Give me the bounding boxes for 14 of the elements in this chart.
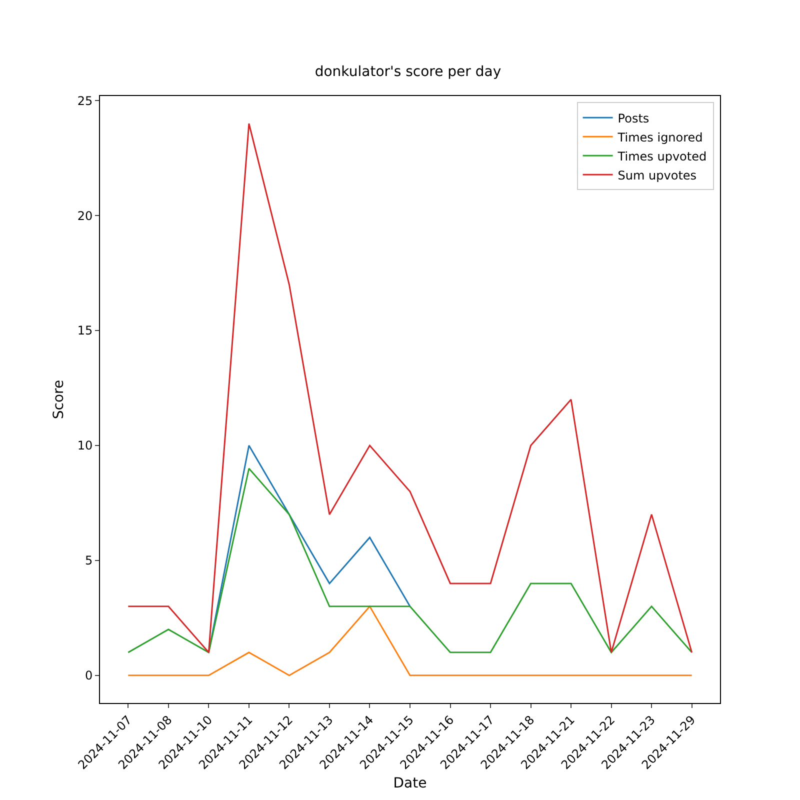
- line-series: [127, 468, 693, 654]
- y-tick-label: 20: [77, 208, 93, 223]
- y-tick-label: 15: [77, 324, 93, 338]
- y-tick-label: 5: [84, 554, 93, 568]
- y-tick-label: 25: [77, 94, 93, 108]
- x-axis-title: Date: [393, 775, 427, 792]
- legend-label: Times ignored: [616, 130, 703, 144]
- legend-label: Sum upvotes: [618, 168, 697, 182]
- y-tick-label: 0: [84, 668, 93, 683]
- y-axis-title: Score: [50, 380, 67, 420]
- chart-title: donkulator's score per day: [314, 64, 502, 80]
- legend-label: Times upvoted: [616, 149, 707, 164]
- y-tick-label: 10: [77, 438, 93, 453]
- legend-label: Posts: [618, 111, 650, 126]
